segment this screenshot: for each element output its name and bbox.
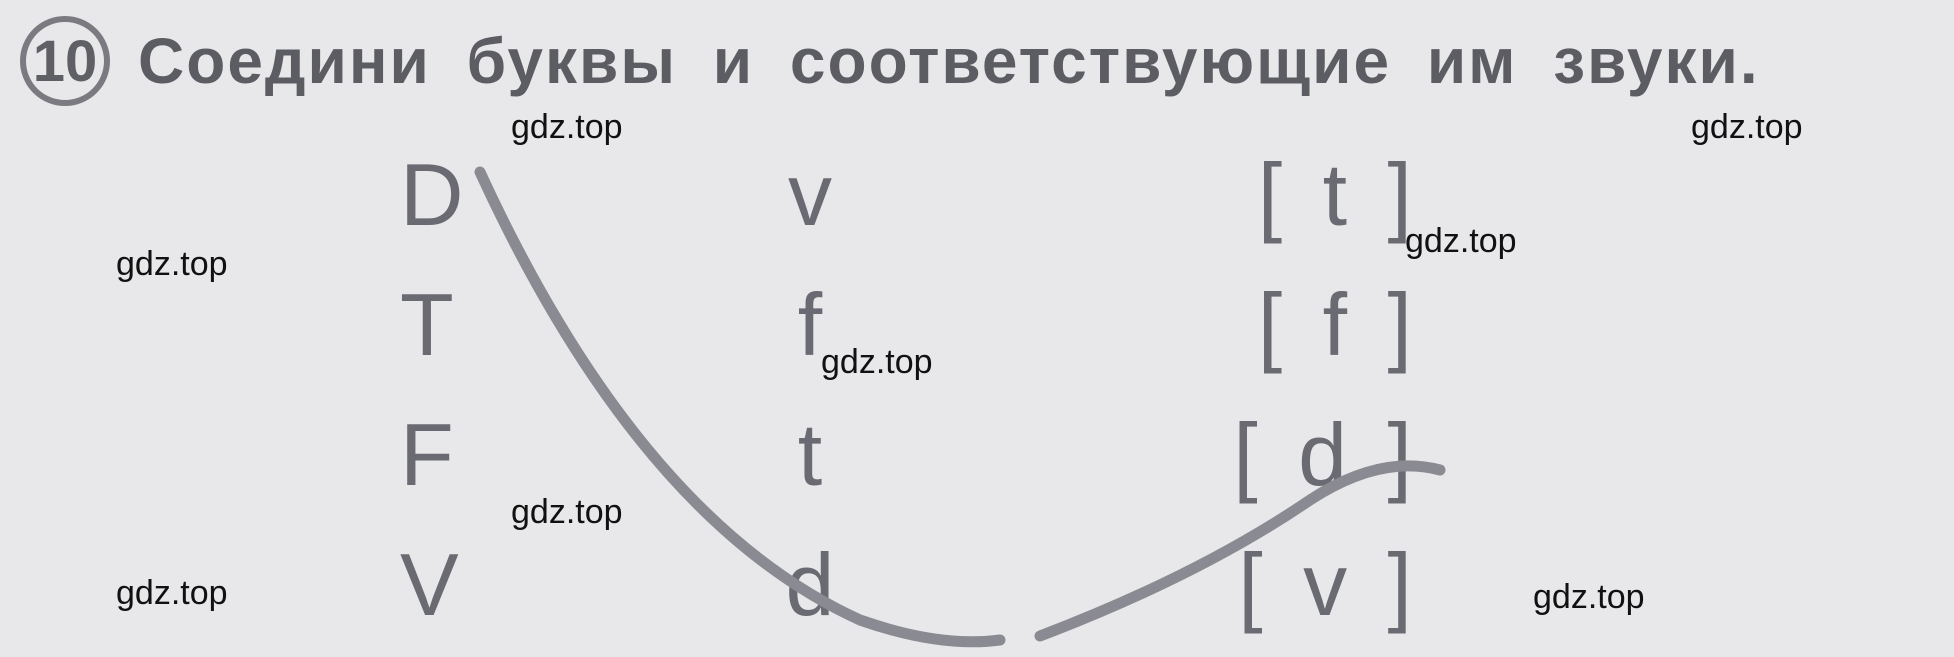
watermark-text: gdz.top [1405, 222, 1517, 261]
lowercase-letter: t [600, 404, 1020, 506]
watermark-text: gdz.top [511, 108, 623, 147]
instruction-text: Соедини буквы и соответствующие им звуки… [138, 24, 1760, 98]
grid-row: T f [ f ] [400, 260, 1600, 390]
watermark-text: gdz.top [511, 493, 623, 532]
sound-symbol: [ d ] [1020, 404, 1420, 506]
sound-symbol: [ t ] [1020, 144, 1420, 246]
watermark-text: gdz.top [821, 343, 933, 382]
uppercase-letter: T [400, 274, 600, 376]
uppercase-letter: V [400, 534, 600, 636]
watermark-text: gdz.top [1533, 578, 1645, 617]
lowercase-letter: d [600, 534, 1020, 636]
grid-row: V d [ v ] [400, 520, 1600, 650]
watermark-text: gdz.top [116, 245, 228, 284]
letter-grid: D v [ t ] T f [ f ] F t [ d ] V d [ v ] [400, 130, 1600, 650]
lowercase-letter: f [600, 274, 1020, 376]
exercise-number: 10 [20, 16, 110, 106]
sound-symbol: [ f ] [1020, 274, 1420, 376]
sound-symbol: [ v ] [1020, 534, 1420, 636]
lowercase-letter: v [600, 144, 1020, 246]
watermark-text: gdz.top [1691, 108, 1803, 147]
uppercase-letter: D [400, 144, 600, 246]
uppercase-letter: F [400, 404, 600, 506]
watermark-text: gdz.top [116, 574, 228, 613]
